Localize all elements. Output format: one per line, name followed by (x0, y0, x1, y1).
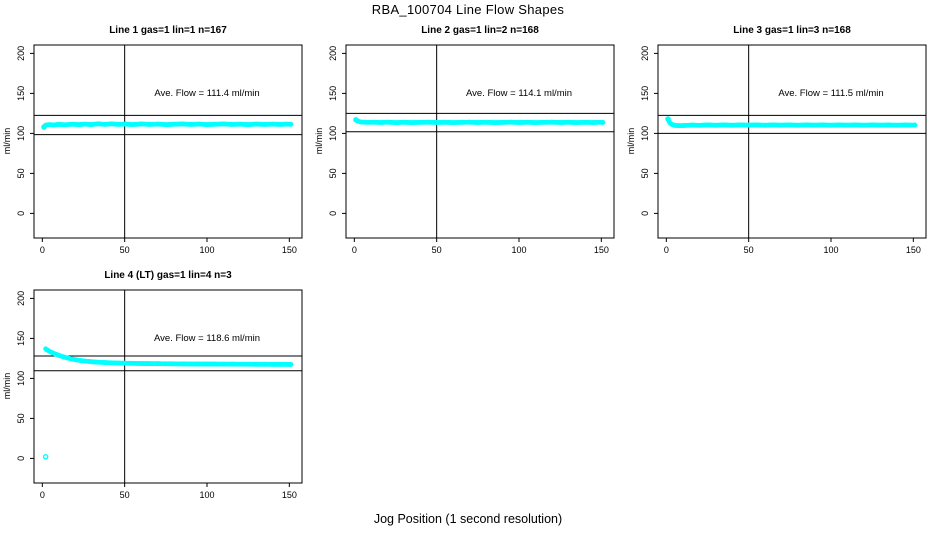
plot-box (33, 44, 303, 239)
y-tick-label: 50 (16, 168, 26, 178)
x-tick-label: 150 (282, 245, 297, 255)
panel-title: Line 3 gas=1 lin=3 n=168 (733, 25, 851, 36)
panel-title: Line 1 gas=1 lin=1 n=167 (109, 25, 227, 36)
data-point (288, 121, 294, 127)
panel-3: Line 3 gas=1 lin=3 n=168 ml/min 0 50 100 150 0… (626, 25, 927, 255)
figure-title: RBA_100704 Line Flow Shapes (371, 2, 565, 17)
y-tick-label: 150 (328, 86, 338, 101)
x-tick-label: 50 (744, 245, 754, 255)
x-tick-label: 0 (352, 245, 357, 255)
y-tick-label: 150 (16, 86, 26, 101)
data-points-group (353, 117, 606, 125)
x-tick-label: 100 (823, 245, 838, 255)
y-tick-label: 100 (16, 126, 26, 141)
y-tick-label: 200 (16, 46, 26, 61)
y-tick-label: 0 (16, 456, 26, 461)
panel-1: Line 1 gas=1 lin=1 n=167 ml/min 0 50 100 150 0… (2, 25, 303, 255)
open-points-group (42, 453, 49, 460)
panel-2: Line 2 gas=1 lin=2 n=168 ml/min 0 50 100 150 0… (314, 25, 615, 255)
y-tick-label: 0 (328, 211, 338, 216)
data-points-group (43, 346, 294, 367)
x-tick-label: 150 (906, 245, 921, 255)
x-tick-label: 0 (40, 245, 45, 255)
x-tick-label: 50 (432, 245, 442, 255)
plot-box (33, 289, 303, 484)
data-points-group (41, 121, 294, 130)
y-tick-label: 50 (328, 168, 338, 178)
x-tick-label: 0 (664, 245, 669, 255)
y-axis-unit-label: ml/min (2, 373, 12, 400)
y-tick-label: 200 (640, 46, 650, 61)
x-tick-label: 0 (40, 490, 45, 500)
y-tick-label: 100 (16, 371, 26, 386)
data-points-group (665, 116, 918, 129)
x-tick-label: 100 (511, 245, 526, 255)
y-tick-label: 0 (16, 211, 26, 216)
x-tick-label: 50 (120, 490, 130, 500)
y-tick-label: 0 (640, 211, 650, 216)
y-tick-label: 150 (640, 86, 650, 101)
y-axis-unit-label: ml/min (314, 128, 324, 155)
panel-title: Line 2 gas=1 lin=2 n=168 (421, 25, 539, 36)
x-tick-label: 100 (199, 490, 214, 500)
data-point-open (42, 453, 49, 460)
ave-flow-annotation: Ave. Flow = 111.4 ml/min (154, 88, 259, 99)
data-point (600, 120, 606, 125)
ave-flow-annotation: Ave. Flow = 118.6 ml/min (154, 333, 260, 344)
y-tick-label: 150 (16, 331, 26, 346)
panel-4: Line 4 (LT) gas=1 lin=4 n=3 ml/min 0 50 100 1… (2, 270, 303, 500)
data-point (288, 362, 294, 367)
y-tick-label: 50 (16, 413, 26, 423)
panel-title: Line 4 (LT) gas=1 lin=4 n=3 (104, 270, 232, 281)
x-tick-label: 50 (120, 245, 130, 255)
x-tick-label: 100 (199, 245, 214, 255)
y-tick-label: 100 (640, 126, 650, 141)
plot-box (657, 44, 927, 239)
plot-box (345, 44, 615, 239)
y-axis-unit-label: ml/min (626, 128, 636, 155)
data-point (912, 122, 918, 128)
y-tick-label: 50 (640, 168, 650, 178)
x-axis-label: Jog Position (1 second resolution) (373, 512, 563, 526)
y-tick-label: 200 (16, 291, 26, 306)
ave-flow-annotation: Ave. Flow = 111.5 ml/min (778, 88, 883, 99)
x-tick-label: 150 (282, 490, 297, 500)
y-tick-label: 100 (328, 126, 338, 141)
ave-flow-annotation: Ave. Flow = 114.1 ml/min (466, 88, 572, 99)
x-tick-label: 150 (594, 245, 609, 255)
y-tick-label: 200 (328, 46, 338, 61)
y-axis-unit-label: ml/min (2, 128, 12, 155)
